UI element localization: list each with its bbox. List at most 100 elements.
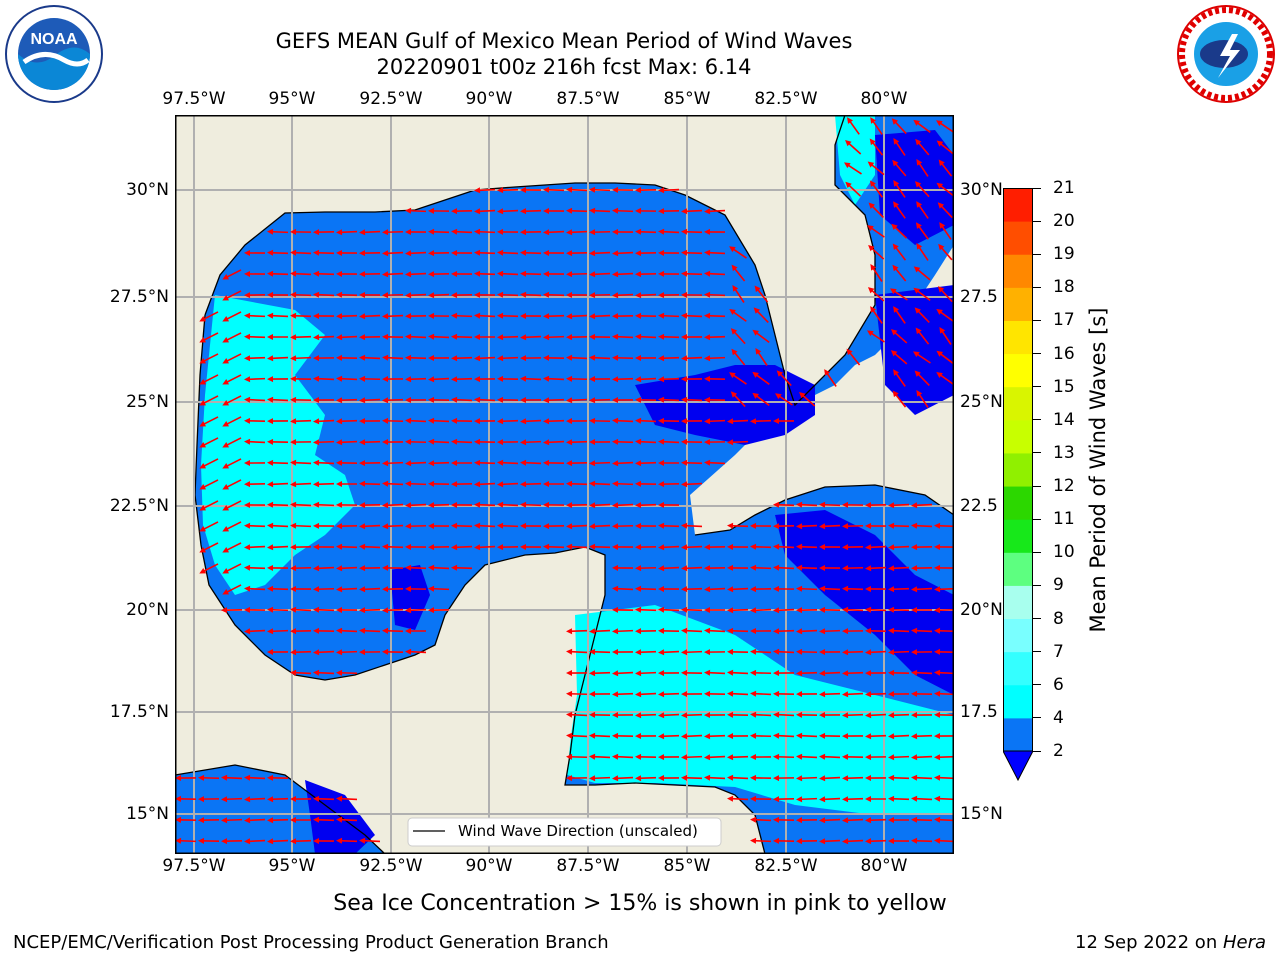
wave-direction-arrow [198,837,220,844]
wave-direction-arrow [474,291,496,298]
map-frame [175,115,954,854]
lat-tick-right: 22.5 [960,496,998,516]
wave-direction-arrow [635,207,657,214]
wave-direction-arrow [796,628,818,635]
wave-direction-arrow [888,627,910,634]
wave-direction-arrow [336,270,358,277]
wave-direction-arrow [290,270,312,277]
wave-direction-arrow [543,249,565,256]
wave-direction-arrow [890,288,908,301]
wave-direction-arrow [727,439,749,446]
wave-direction-arrow [175,795,197,802]
wave-direction-arrow [681,312,703,319]
colorbar-segment [1003,552,1033,586]
wave-direction-arrow [382,439,404,446]
wave-direction-arrow [888,522,910,529]
wave-direction-arrow [244,396,266,403]
wave-direction-arrow [888,816,910,823]
wave-direction-arrow [290,312,312,319]
wave-direction-arrow [359,480,381,487]
wave-direction-arrow [199,458,219,469]
wave-direction-arrow [704,375,726,382]
wave-direction-arrow [290,355,312,362]
wave-direction-arrow [612,585,634,592]
wave-direction-arrow [612,670,634,677]
wave-direction-arrow [497,481,519,488]
wave-direction-arrow [893,201,906,219]
wave-direction-arrow [336,354,358,361]
wave-direction-arrow [199,542,219,553]
wave-direction-arrow [336,669,358,676]
wave-direction-arrow [916,243,929,261]
wave-direction-arrow [244,460,266,467]
wave-direction-arrow [842,544,864,551]
wave-direction-arrow [222,374,242,385]
wave-direction-arrow [313,565,335,572]
wave-direction-arrow [244,774,266,781]
wave-direction-arrow [915,138,930,156]
wave-direction-arrow [911,565,933,572]
wave-direction-arrow [382,292,404,299]
wave-direction-arrow [888,712,910,719]
wave-direction-arrow [865,817,887,824]
wave-direction-arrow [936,120,954,133]
colorbar-tick-mark [1033,518,1041,520]
wave-direction-arrow [658,733,680,740]
lon-tick-bottom: 90°W [465,856,513,876]
wave-direction-arrow [451,417,473,424]
wave-direction-arrow [819,691,841,698]
wave-direction-arrow [222,479,242,490]
wave-direction-arrow [934,648,956,655]
wave-direction-arrow [428,250,450,257]
wave-direction-arrow [313,606,335,613]
wave-direction-arrow [244,501,266,508]
wave-direction-arrow [382,354,404,361]
wave-direction-arrow [451,501,473,508]
wave-direction-arrow [382,397,404,404]
wave-direction-arrow [566,628,588,635]
wave-direction-arrow [405,460,427,467]
wave-direction-arrow [727,648,749,655]
wave-direction-arrow [890,350,908,365]
wave-direction-arrow [566,648,588,655]
wave-direction-arrow [428,460,450,467]
wave-direction-arrow [199,479,219,490]
wave-direction-arrow [566,523,588,530]
wave-direction-arrow [267,249,289,256]
wave-direction-arrow [658,187,680,194]
wave-direction-arrow [819,564,841,571]
wave-direction-arrow [497,208,519,215]
wave-direction-arrow [658,228,680,235]
wave-direction-arrow [681,376,703,383]
wave-direction-arrow [750,711,772,718]
wave-direction-arrow [267,544,289,551]
wave-direction-arrow [893,180,906,198]
wave-direction-arrow [819,732,841,739]
wave-direction-arrow [658,565,680,572]
wave-direction-arrow [773,628,795,635]
wave-direction-arrow [451,396,473,403]
wave-direction-arrow [704,754,726,761]
wave-direction-arrow [729,246,747,259]
wave-direction-arrow [750,774,772,781]
wave-direction-arrow [267,481,289,488]
wave-direction-arrow [543,229,565,236]
wave-direction-arrow [888,733,910,740]
wave-direction-arrow [867,161,885,176]
wave-direction-arrow [566,334,588,341]
wave-direction-arrow [796,775,818,782]
wave-direction-arrow [428,480,450,487]
wave-direction-arrow [405,607,427,614]
wave-direction-arrow [658,649,680,656]
colorbar-tick-label: 14 [1053,409,1075,430]
wave-direction-arrow [934,586,956,593]
lon-tick-bottom: 80°W [860,856,908,876]
wave-direction-arrow [474,396,496,403]
wave-direction-arrow [773,690,795,697]
wave-direction-arrow [796,585,818,592]
wave-direction-arrow [727,733,749,740]
wave-direction-arrow [727,418,749,425]
wave-direction-arrow [290,565,312,572]
wave-direction-arrow [819,838,841,845]
wave-direction-arrow [865,754,887,761]
